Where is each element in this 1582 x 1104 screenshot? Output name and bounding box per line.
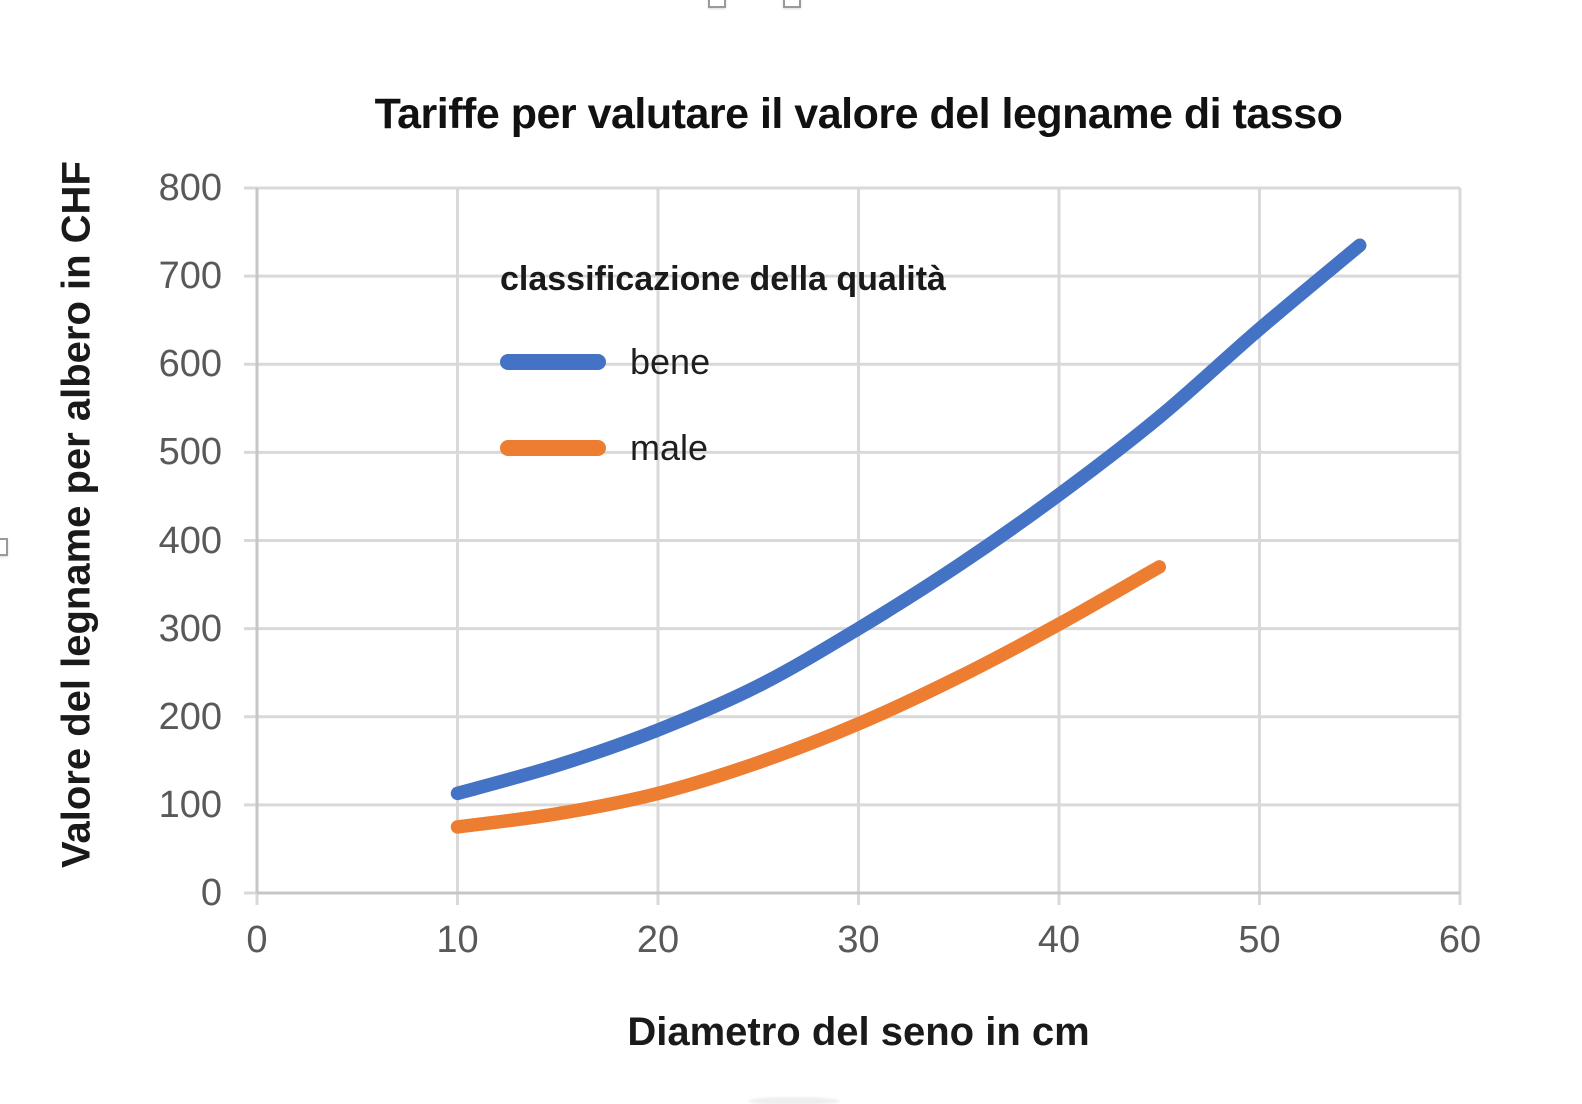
x-tick-label-10: 10 — [436, 919, 479, 961]
y-tick-label-500: 500 — [158, 431, 222, 474]
y-tick-label-700: 700 — [158, 255, 222, 298]
selection-handle-top-1[interactable] — [708, 0, 726, 8]
series-line-male[interactable] — [450, 560, 1166, 834]
y-tick-label-400: 400 — [158, 519, 222, 562]
chart-title: Tariffe per valutare il valore del legna… — [374, 90, 1343, 138]
legend-swatch-male — [500, 440, 606, 456]
selection-handle-bottom[interactable] — [748, 1097, 840, 1104]
selection-handle-top-2[interactable] — [783, 0, 801, 8]
legend-label-male: male — [630, 427, 709, 468]
selection-handle-left[interactable] — [0, 538, 8, 556]
legend-item-male[interactable]: male — [500, 426, 946, 470]
y-tick-label-800: 800 — [158, 167, 222, 209]
legend: classificazione della qualità bene male — [500, 258, 946, 470]
x-tick-label-60: 60 — [1438, 919, 1482, 961]
legend-swatch-bene — [500, 354, 606, 370]
x-tick-label-50: 50 — [1238, 919, 1281, 961]
legend-label-bene: bene — [630, 341, 711, 382]
legend-title: classificazione della qualità — [500, 260, 946, 298]
x-tick-label-30: 30 — [837, 919, 880, 961]
x-tick-label-40: 40 — [1037, 919, 1081, 961]
y-tick-label-100: 100 — [158, 783, 222, 826]
y-tick-label-0: 0 — [200, 872, 222, 914]
y-tick-label-600: 600 — [158, 343, 222, 386]
y-tick-label-300: 300 — [158, 607, 222, 650]
y-tick-label-200: 200 — [158, 695, 222, 738]
series-line-bene[interactable] — [450, 238, 1367, 801]
legend-item-bene[interactable]: bene — [500, 340, 946, 384]
x-tick-label-0: 0 — [246, 919, 268, 961]
x-axis-title: Diametro del seno in cm — [627, 1010, 1090, 1054]
x-tick-label-20: 20 — [636, 919, 680, 961]
